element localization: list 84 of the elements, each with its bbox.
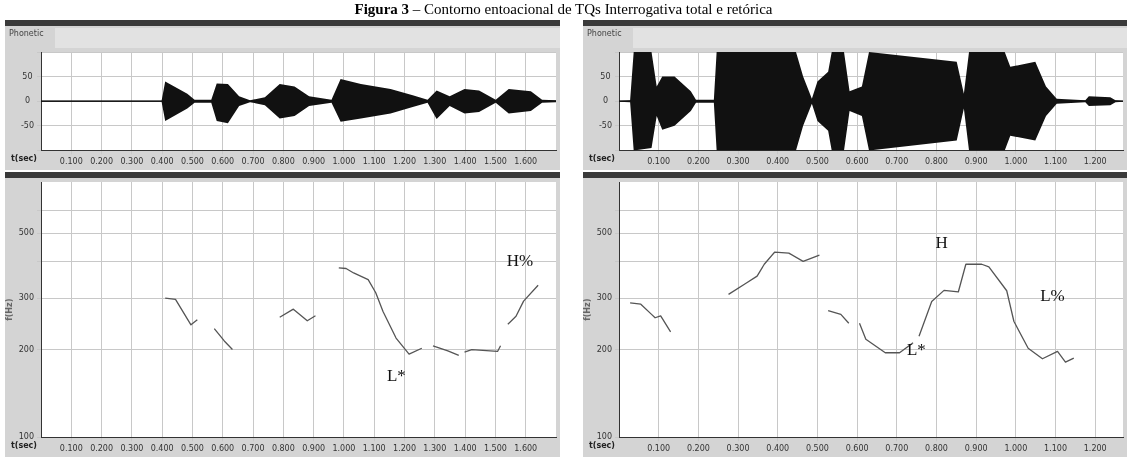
x-tick-label: 0.200 <box>686 157 710 167</box>
x-tick-label: 0.900 <box>964 444 988 454</box>
y-tick-label: 200 <box>18 344 35 354</box>
annotation: L* <box>906 340 926 360</box>
x-tick-label: 0.200 <box>90 157 114 167</box>
x-tick-label: 1.300 <box>423 444 447 454</box>
x-tick-label: 1.000 <box>332 157 356 167</box>
y-tick-label: 50 <box>600 71 611 81</box>
x-tick-label: 1.100 <box>1044 444 1067 454</box>
x-tick-label: 1.600 <box>514 444 538 454</box>
y-axis-title: f(Hz) <box>4 298 14 321</box>
chart-title: Figura 3 – Contorno entoacional de TQs Interrogativa total e retórica <box>354 1 773 17</box>
x-tick-label: 0.100 <box>59 444 83 454</box>
y-tick-label: 0 <box>602 96 609 106</box>
x-tick-label: 1.200 <box>393 444 416 454</box>
x-axis-title: t(sec) <box>588 154 615 164</box>
x-tick-label: 1.100 <box>1044 157 1067 167</box>
x-tick-label: 1.400 <box>453 444 477 454</box>
x-tick-label: 1.200 <box>1083 157 1107 167</box>
x-tick-label: 0.100 <box>647 444 671 454</box>
x-tick-label: 1.400 <box>453 157 477 167</box>
x-tick-label: 0.100 <box>647 157 671 167</box>
x-axis-title: t(sec) <box>10 154 37 164</box>
x-tick-label: 1.100 <box>362 157 386 167</box>
x-tick-label: 1.300 <box>423 157 447 167</box>
x-tick-label: 1.000 <box>1004 444 1028 454</box>
x-tick-label: 1.200 <box>393 157 416 167</box>
x-tick-label: 1.600 <box>514 157 538 167</box>
y-tick-label: 100 <box>18 432 35 442</box>
y-tick-label: 500 <box>18 228 35 238</box>
y-tick-label: 300 <box>18 293 35 303</box>
x-tick-label: 0.900 <box>964 157 988 167</box>
x-tick-label: 0.600 <box>845 157 869 167</box>
x-tick-label: 0.800 <box>271 444 295 454</box>
x-tick-label: 0.700 <box>241 444 265 454</box>
x-tick-label: 0.300 <box>726 444 750 454</box>
x-tick-label: 0.500 <box>805 157 829 167</box>
x-tick-label: 0.100 <box>59 157 83 167</box>
x-tick-label: 1.200 <box>1083 444 1107 454</box>
x-tick-label: 0.800 <box>925 444 948 454</box>
x-tick-label: 0.700 <box>885 157 909 167</box>
y-tick-label: 0 <box>24 96 31 106</box>
x-tick-label: 0.300 <box>726 157 750 167</box>
y-tick-label: -50 <box>598 120 613 130</box>
x-tick-label: 0.800 <box>271 157 295 167</box>
y-tick-label: -50 <box>20 120 35 130</box>
x-tick-label: 0.500 <box>181 157 204 167</box>
x-tick-label: 0.800 <box>925 157 948 167</box>
x-tick-label: 1.000 <box>1004 157 1028 167</box>
y-tick-label: 100 <box>596 432 613 442</box>
annotation: L* <box>386 365 406 385</box>
x-axis-title: t(sec) <box>10 441 37 451</box>
y-axis-title: f(Hz) <box>582 298 592 321</box>
x-tick-label: 0.500 <box>181 444 204 454</box>
text: Phonetic <box>9 29 44 39</box>
x-tick-label: 0.200 <box>90 444 114 454</box>
annotation: H <box>935 232 948 252</box>
annotation: L% <box>1040 286 1065 306</box>
x-tick-label: 0.900 <box>302 444 326 454</box>
x-tick-label: 1.500 <box>483 157 507 167</box>
x-tick-label: 0.300 <box>120 444 144 454</box>
x-tick-label: 0.500 <box>805 444 829 454</box>
y-tick-label: 500 <box>596 228 613 238</box>
y-tick-label: 200 <box>596 344 613 354</box>
x-tick-label: 0.400 <box>150 157 174 167</box>
x-axis-title: t(sec) <box>588 441 615 451</box>
x-tick-label: 0.400 <box>766 157 790 167</box>
x-tick-label: 0.600 <box>211 444 235 454</box>
x-tick-label: 0.600 <box>845 444 869 454</box>
x-tick-label: 0.900 <box>302 157 326 167</box>
x-tick-label: 1.100 <box>362 444 386 454</box>
x-tick-label: 0.700 <box>885 444 909 454</box>
x-tick-label: 0.300 <box>120 157 144 167</box>
x-tick-label: 1.000 <box>332 444 356 454</box>
y-tick-label: 50 <box>22 71 33 81</box>
x-tick-label: 0.400 <box>150 444 174 454</box>
x-tick-label: 0.400 <box>766 444 790 454</box>
y-tick-label: 300 <box>596 293 613 303</box>
x-tick-label: 0.200 <box>686 444 710 454</box>
x-tick-label: 1.500 <box>483 444 507 454</box>
x-tick-label: 0.700 <box>241 157 265 167</box>
text: Phonetic <box>587 29 622 39</box>
annotation: H% <box>506 250 534 270</box>
x-tick-label: 0.600 <box>211 157 235 167</box>
